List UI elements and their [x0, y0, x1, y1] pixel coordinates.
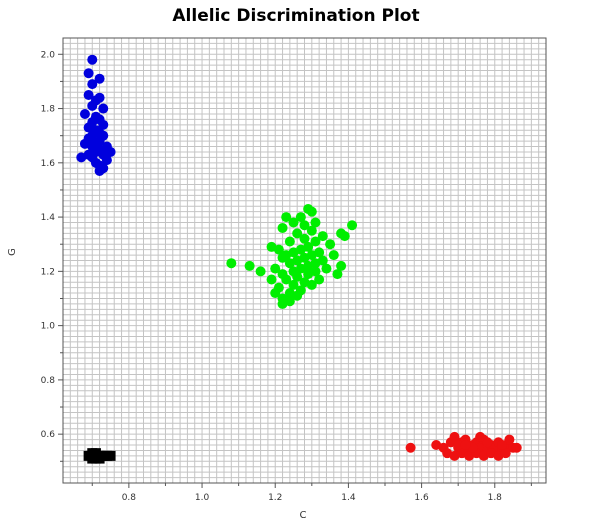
data-point [325, 239, 336, 250]
data-point [87, 79, 98, 90]
x-tick-label: 1.2 [268, 493, 282, 503]
y-tick-label: 2.0 [41, 50, 56, 60]
data-point [405, 442, 416, 453]
data-point [83, 89, 94, 100]
data-point [266, 274, 277, 285]
data-point [87, 54, 98, 65]
data-point [299, 220, 310, 231]
data-point [281, 274, 292, 285]
data-point [339, 231, 350, 242]
data-point [295, 212, 306, 223]
data-point [453, 440, 464, 451]
data-point [306, 225, 317, 236]
data-point [83, 68, 94, 79]
data-point [87, 100, 98, 111]
y-tick-label: 1.8 [41, 105, 56, 115]
x-tick-label: 0.8 [122, 493, 137, 503]
y-tick-label: 0.8 [41, 376, 56, 386]
data-point [482, 437, 493, 448]
data-point [284, 236, 295, 247]
data-point [98, 119, 109, 130]
data-point [94, 165, 105, 176]
chart-title: Allelic Discrimination Plot [172, 6, 420, 26]
data-point [292, 271, 303, 282]
data-point [310, 236, 321, 247]
data-point-square [94, 453, 105, 464]
data-point [306, 279, 317, 290]
y-tick-label: 1.4 [41, 213, 56, 223]
data-point [277, 298, 288, 309]
data-point [303, 269, 314, 280]
data-point [277, 222, 288, 233]
x-tick-label: 1.4 [341, 493, 356, 503]
data-point [504, 434, 515, 445]
data-point [475, 431, 486, 442]
data-point [244, 260, 255, 271]
data-point [299, 233, 310, 244]
axes: 0.8 1.0 1.2 1.4 1.6 1.8 0.6 0.8 1.0 1.2 1.4 1.6 1.8 2… [41, 37, 547, 503]
data-point [292, 290, 303, 301]
y-axis-label: G [7, 248, 18, 256]
data-point [292, 228, 303, 239]
data-point-square [87, 453, 98, 464]
data-point [270, 263, 281, 274]
data-point [310, 217, 321, 228]
data-point [277, 252, 288, 263]
data-point [317, 231, 328, 242]
data-point [76, 152, 87, 163]
x-axis-label: C [300, 510, 307, 521]
data-point [255, 266, 266, 277]
x-tick-label: 1.0 [195, 493, 210, 503]
data-point [284, 258, 295, 269]
data-point [347, 220, 358, 231]
data-point [226, 258, 237, 269]
x-tick-label: 1.6 [414, 493, 429, 503]
data-point [511, 442, 522, 453]
data-point [273, 244, 284, 255]
data-point [460, 440, 471, 451]
data-point-square [105, 450, 116, 461]
data-point [500, 448, 511, 459]
y-tick-label: 1.6 [41, 159, 56, 169]
data-point [101, 155, 112, 166]
data-point [288, 217, 299, 228]
data-point [336, 260, 347, 271]
x-tick-label: 1.8 [488, 493, 503, 503]
plot-border [62, 37, 547, 484]
data-point [332, 269, 343, 280]
data-point [79, 108, 90, 119]
data-point [98, 103, 109, 114]
data-point-square [90, 448, 101, 459]
data-point [328, 250, 339, 261]
data-point [449, 431, 460, 442]
data-point [288, 279, 299, 290]
data-point [497, 440, 508, 451]
data-point [270, 288, 281, 299]
y-tick-label: 1.0 [41, 322, 56, 332]
data-point [321, 263, 332, 274]
data-point [281, 212, 292, 223]
y-tick-label: 1.2 [41, 267, 55, 277]
data-point [314, 274, 325, 285]
y-tick-label: 0.6 [41, 430, 56, 440]
data-point [306, 206, 317, 217]
data-points [76, 54, 522, 464]
data-point [94, 73, 105, 84]
